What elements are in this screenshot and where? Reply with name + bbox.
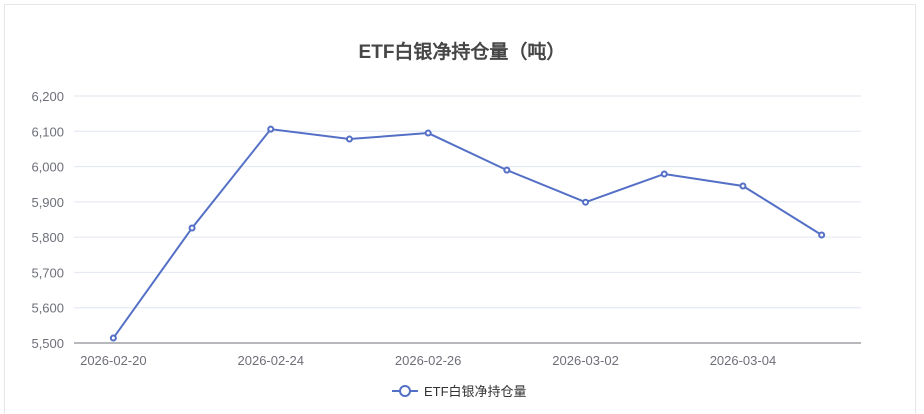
- y-tick-label: 16,000: [24, 160, 64, 175]
- legend-label: ETF白银净持仓量: [424, 384, 527, 399]
- y-tick-label: 16,200: [24, 89, 64, 104]
- x-tick-label: 2026-02-24: [238, 353, 305, 368]
- chart-title: ETF白银净持仓量（吨）: [359, 40, 566, 63]
- x-tick-label: 2026-03-02: [552, 353, 619, 368]
- y-tick-label: 15,500: [24, 336, 64, 351]
- data-point: [188, 224, 196, 232]
- data-point: [424, 129, 432, 137]
- data-point: [345, 135, 353, 143]
- data-point: [818, 231, 826, 239]
- y-tick-label: 15,700: [24, 265, 64, 280]
- y-tick-label: 16,100: [24, 124, 64, 139]
- series-line: [112, 128, 823, 339]
- data-point: [739, 182, 747, 190]
- y-tick-label: 15,900: [24, 195, 64, 210]
- data-point: [109, 334, 117, 342]
- x-tick-label: 2026-03-04: [710, 353, 777, 368]
- data-point: [503, 166, 511, 174]
- chart-frame: [4, 4, 916, 414]
- legend-marker: [399, 385, 411, 397]
- y-tick-label: 15,800: [24, 230, 64, 245]
- data-point: [267, 125, 275, 133]
- data-point: [582, 198, 590, 206]
- data-point: [660, 170, 668, 178]
- y-tick-label: 15,600: [24, 301, 64, 316]
- x-tick-label: 2026-02-20: [80, 353, 147, 368]
- x-tick-label: 2026-02-26: [395, 353, 462, 368]
